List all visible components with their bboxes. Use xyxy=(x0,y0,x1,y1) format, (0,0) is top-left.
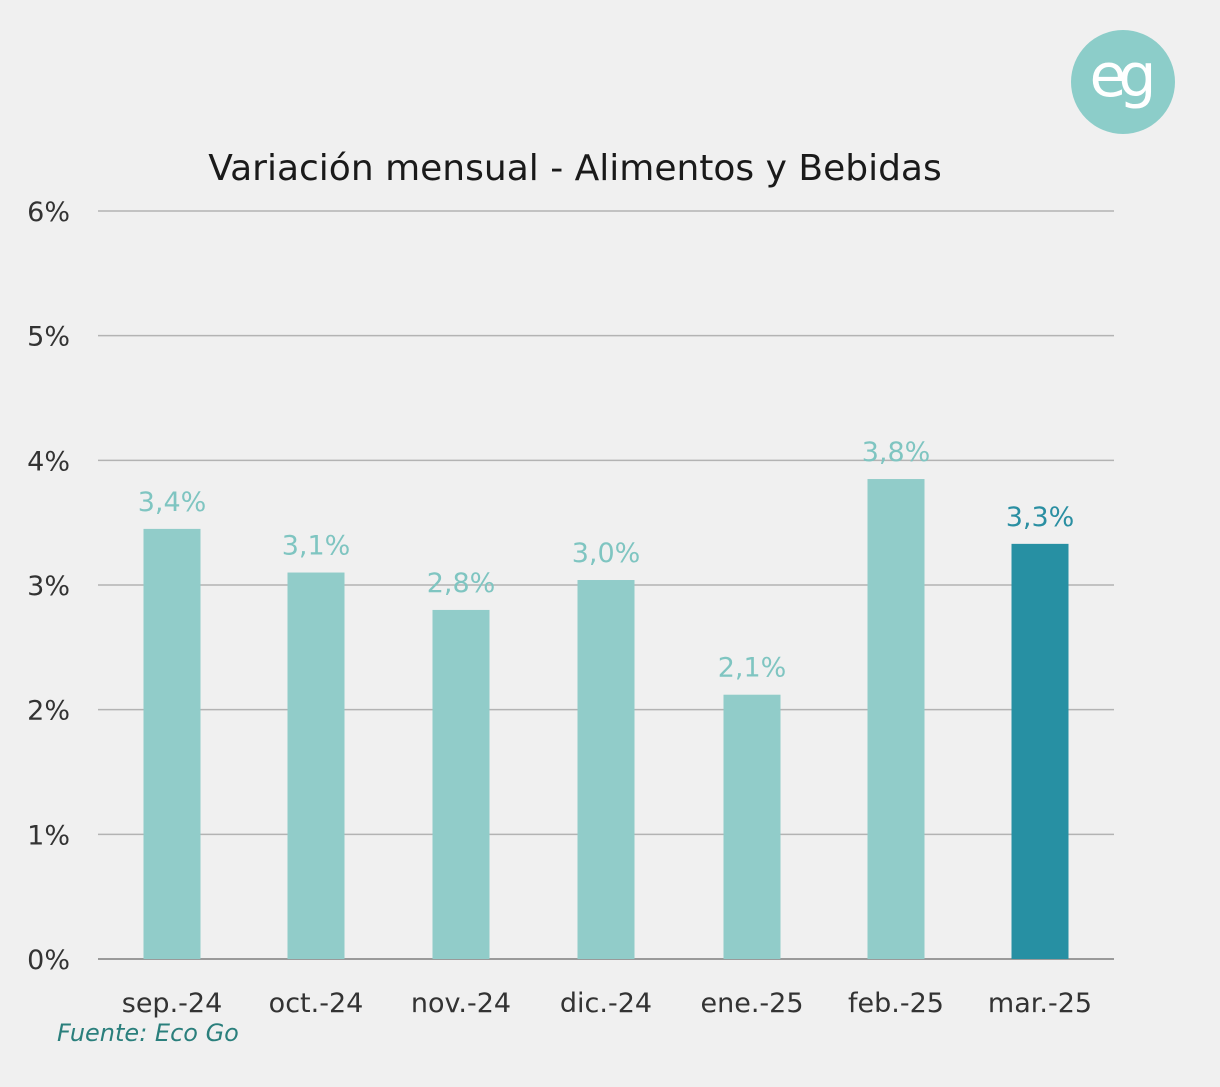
data-label: 3,3% xyxy=(1006,502,1075,533)
x-tick-label: mar.-25 xyxy=(988,988,1092,1019)
eco-go-logo: eg xyxy=(1071,30,1175,134)
y-axis-tick-labels: 0% 1% 2% 3% 4% 5% 6% xyxy=(27,197,70,976)
x-tick-label: feb.-25 xyxy=(848,988,944,1019)
x-tick-label: sep.-24 xyxy=(122,988,223,1019)
x-axis-tick-labels: sep.-24 oct.-24 nov.-24 dic.-24 ene.-25 feb.-… xyxy=(122,988,1092,1019)
data-label: 3,4% xyxy=(138,487,207,518)
data-labels: 3,4% 3,1% 2,8% 3,0% 2,1% 3,8% 3,3% xyxy=(138,437,1075,684)
data-label: 2,8% xyxy=(427,568,496,599)
x-tick-label: oct.-24 xyxy=(269,988,364,1019)
bar-nov.-24 xyxy=(432,609,490,959)
x-tick-label: nov.-24 xyxy=(411,988,511,1019)
source-note: Fuente: Eco Go xyxy=(57,1019,239,1047)
bar-mar.-25 xyxy=(1011,543,1069,959)
data-label: 3,1% xyxy=(282,531,351,562)
bar-ene.-25 xyxy=(723,694,781,959)
y-tick-label: 1% xyxy=(27,820,70,851)
data-label: 2,1% xyxy=(718,653,787,684)
y-tick-label: 3% xyxy=(27,571,70,602)
chart-title: Variación mensual - Alimentos y Bebidas xyxy=(208,148,942,189)
bar-oct.-24 xyxy=(287,572,345,959)
y-tick-label: 4% xyxy=(27,446,70,477)
bars xyxy=(143,479,1069,959)
x-tick-label: ene.-25 xyxy=(700,988,803,1019)
data-label: 3,0% xyxy=(572,538,641,569)
data-label: 3,8% xyxy=(862,437,931,468)
bar-dic.-24 xyxy=(577,580,635,959)
y-tick-label: 5% xyxy=(27,322,70,353)
bar-feb.-25 xyxy=(867,479,925,959)
y-tick-label: 0% xyxy=(27,945,70,976)
bar-sep.-24 xyxy=(143,528,201,959)
grid-lines xyxy=(98,210,1114,960)
y-tick-label: 6% xyxy=(27,197,70,228)
y-tick-label: 2% xyxy=(27,696,70,727)
x-tick-label: dic.-24 xyxy=(560,988,652,1019)
